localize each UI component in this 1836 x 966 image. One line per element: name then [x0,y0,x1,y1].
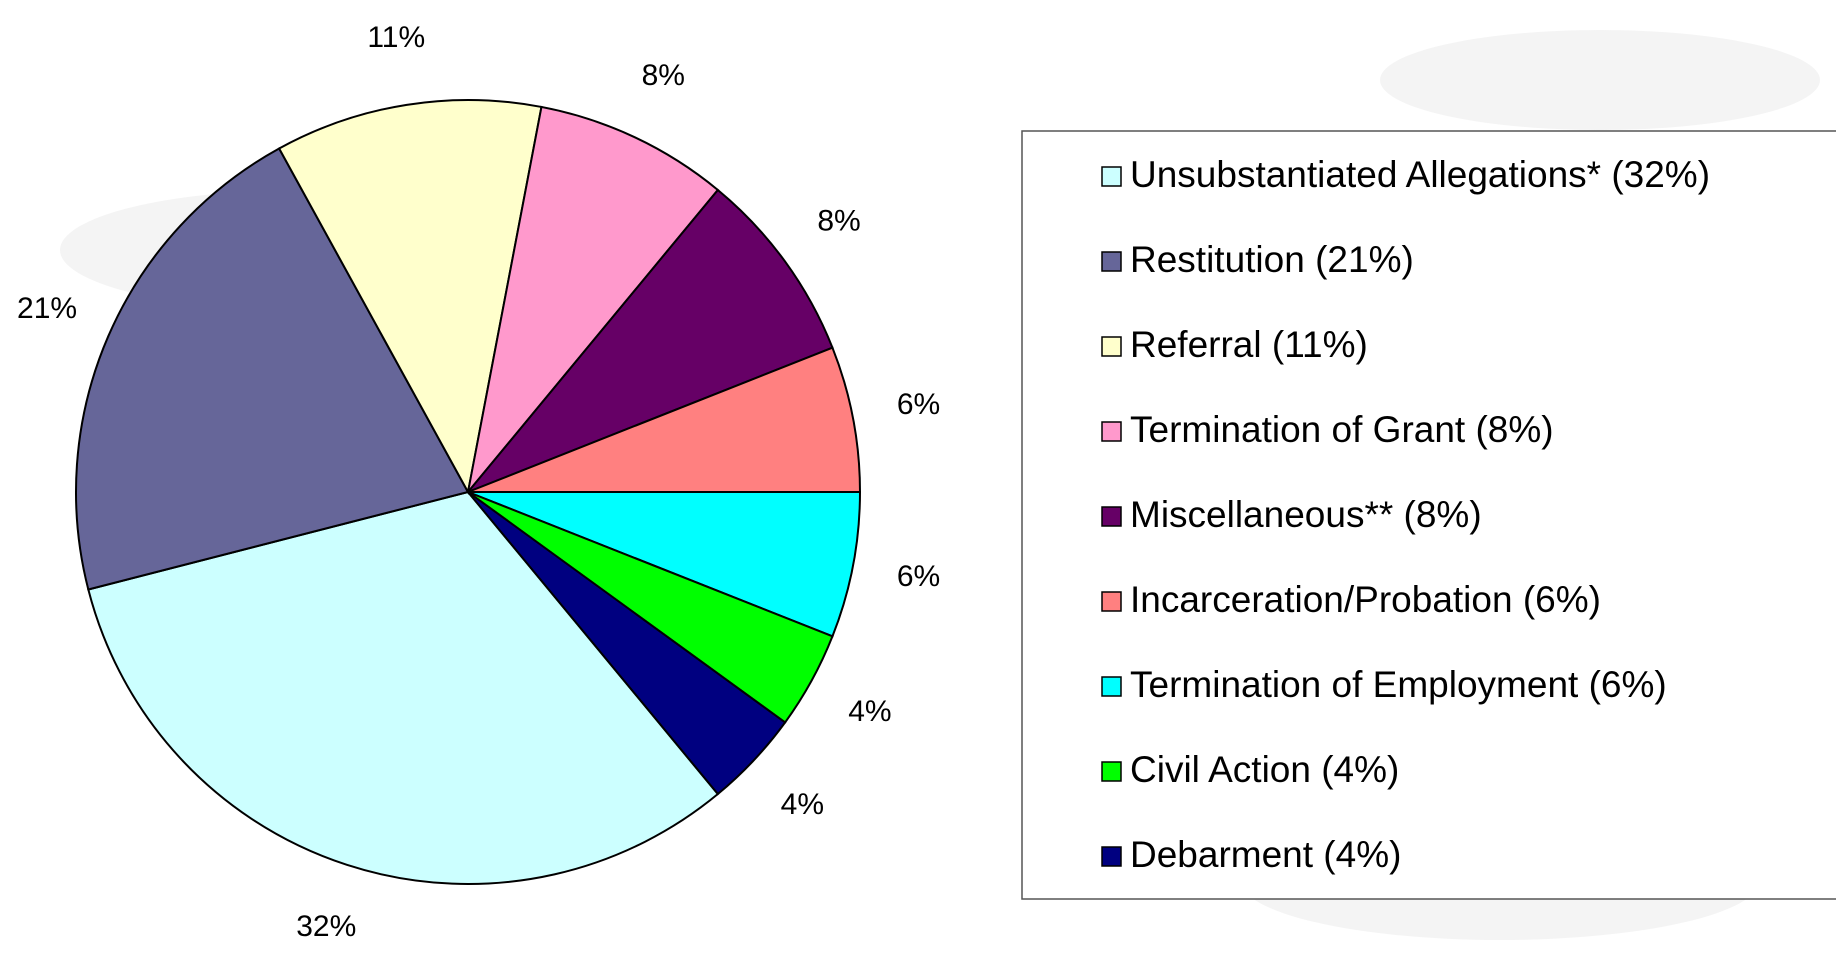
legend-swatch [1102,422,1121,441]
legend-swatch [1102,337,1121,356]
data-label: 32% [296,910,356,943]
legend-label: Civil Action (4%) [1130,749,1399,790]
legend-swatch [1102,847,1121,866]
data-label: 21% [17,292,77,325]
legend-swatch [1102,507,1121,526]
legend-swatch [1102,762,1121,781]
legend-label: Termination of Grant (8%) [1130,409,1554,450]
data-label: 11% [367,21,425,54]
legend-label: Incarceration/Probation (6%) [1130,579,1601,620]
legend-label: Restitution (21%) [1130,239,1414,280]
legend-label: Debarment (4%) [1130,834,1401,875]
data-label: 4% [848,695,891,728]
legend-swatch [1102,167,1121,186]
data-label: 4% [781,788,824,821]
legend-label: Miscellaneous** (8%) [1130,494,1482,535]
data-label: 8% [642,59,685,92]
legend-label: Referral (11%) [1130,324,1368,365]
legend-swatch [1102,252,1121,271]
data-label: 8% [817,204,860,237]
chart: 32% 21% 11% 8% 8% 6% 6% 4% 4% Unsubstantiated All… [0,0,1836,966]
data-label: 6% [897,388,940,421]
legend-label: Unsubstantiated Allegations* (32%) [1130,154,1710,195]
legend-swatch [1102,677,1121,696]
legend-label: Termination of Employment (6%) [1130,664,1667,705]
legend-swatch [1102,592,1121,611]
data-label: 6% [897,560,940,593]
